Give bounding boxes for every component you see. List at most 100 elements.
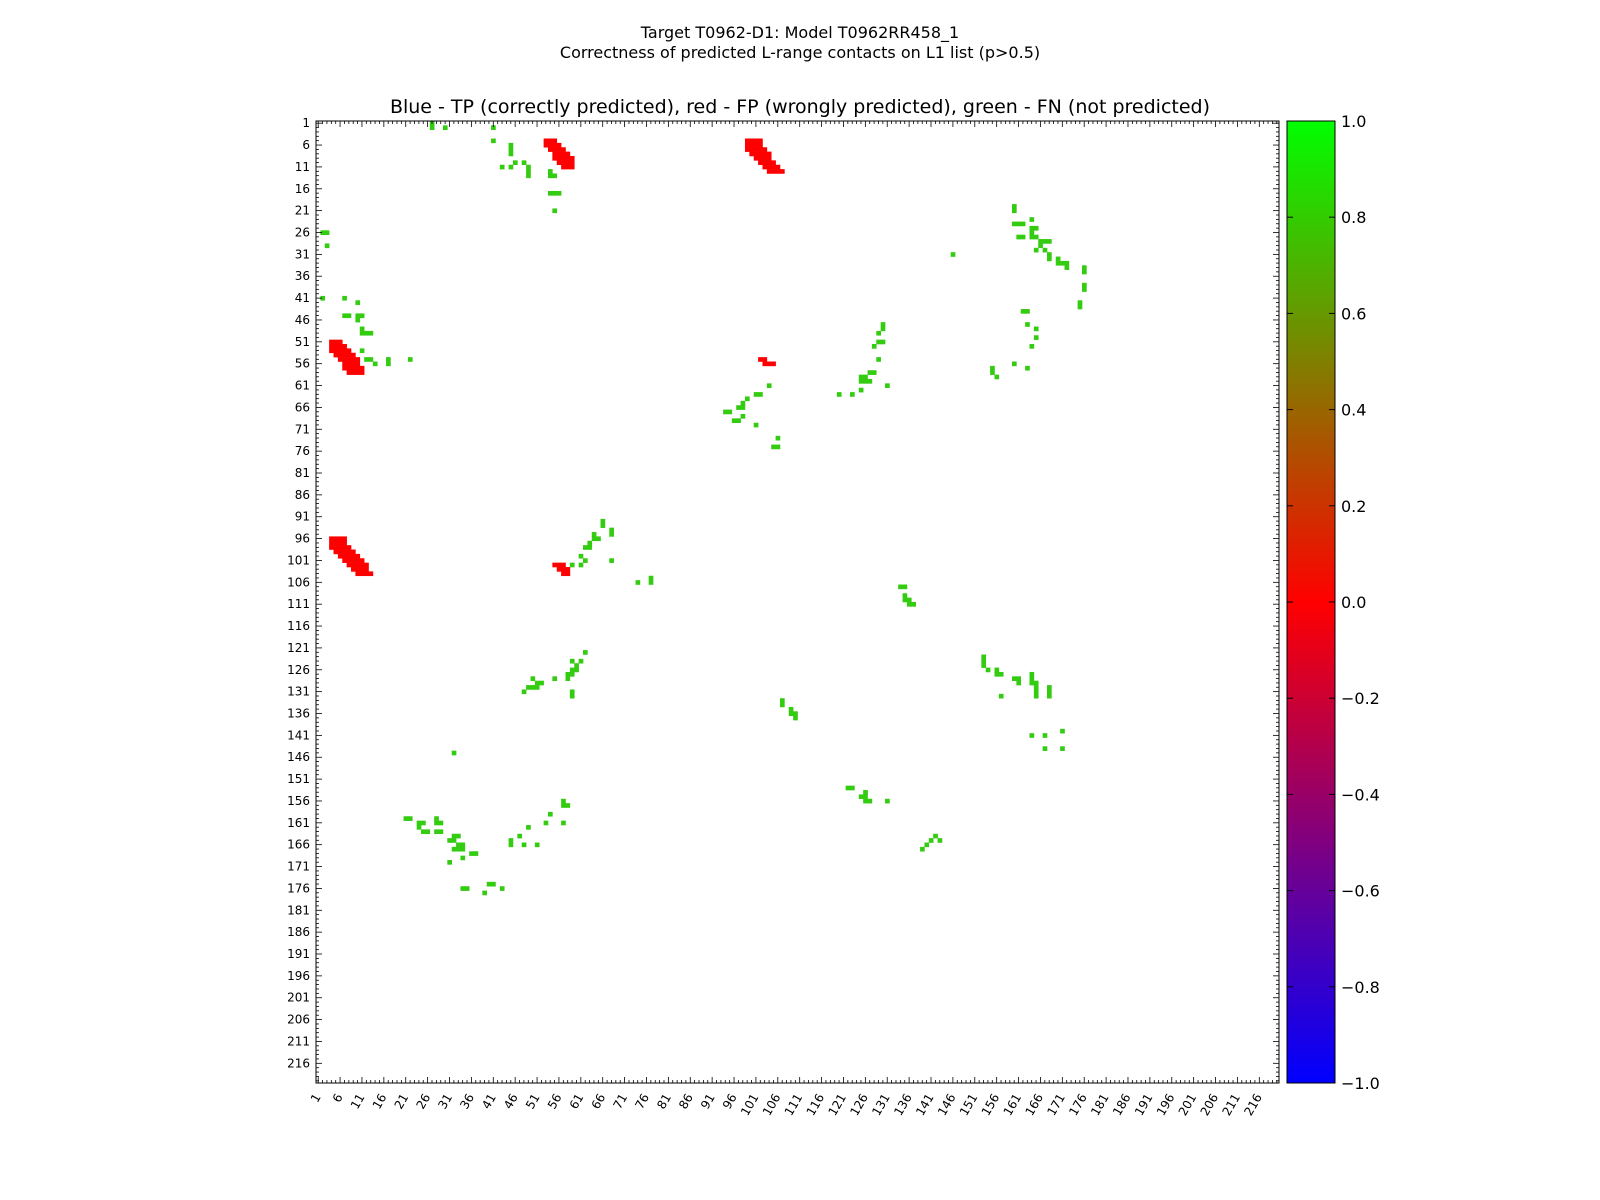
fn-contact-cell [871,344,877,349]
fp-contact-cell [758,160,776,166]
fn-contact-cell [1011,204,1017,209]
fn-contact-cell [924,842,930,848]
fn-contact-cell [548,169,553,174]
fn-contact-cell [928,838,934,843]
fn-contact-cell [1077,300,1083,305]
fn-contact-cell [556,190,562,196]
fn-contact-cell [994,671,1000,677]
fp-contact-cell [355,571,374,577]
fn-contact-cell [565,803,571,808]
x-tick-label: 26 [413,1091,433,1111]
fp-contact-cell [753,155,772,161]
fn-contact-cell [561,803,566,808]
fn-contact-cell [1029,230,1035,235]
fn-contact-cell [740,413,746,419]
fn-contact-cell [876,357,881,362]
fp-contact-cell [333,549,356,555]
x-tick-label: 81 [654,1091,674,1111]
fp-contact-cell [744,142,763,148]
fp-contact-cell [346,370,365,375]
x-tick-label: 96 [720,1091,740,1111]
fn-contact-cell [534,685,540,690]
fn-contact-cell [1025,309,1030,314]
fp-contact-cell [342,365,365,371]
fn-contact-cell [526,173,531,179]
fn-contact-cell [898,584,903,590]
fp-contact-cell [762,164,781,170]
fn-contact-cell [460,846,466,852]
fn-contact-cell [1060,260,1065,266]
fn-contact-cell [1029,234,1035,240]
fn-contact-cell [508,151,514,157]
fn-contact-cell [1033,335,1039,340]
y-tick-label: 91 [295,510,310,524]
x-tick-label: 201 [1176,1091,1200,1118]
fp-contact-cell [744,147,768,152]
fn-contact-cell [342,313,347,319]
fn-contact-cell [1055,260,1061,266]
figure-title-line1: Target T0962-D1: Model T0962RR458_1 [640,23,959,43]
fp-contact-cell [548,147,566,152]
fn-contact-cell [1064,265,1070,270]
fn-contact-cell [723,409,728,415]
y-tick-label: 51 [295,335,310,349]
fn-contact-cell [902,584,908,590]
fn-contact-cell [578,658,584,664]
fp-contact-cell [543,138,558,144]
fn-contact-cell [1082,265,1087,270]
fn-contact-cell [587,545,593,550]
colorbar-tick-label: 1.0 [1341,112,1366,131]
fn-contact-cell [876,330,881,336]
y-tick-label: 16 [295,182,310,196]
fn-contact-cell [902,593,908,598]
y-tick-label: 181 [287,903,310,917]
fn-contact-cell [1038,243,1043,249]
fn-contact-cell [858,378,864,384]
fp-contact-cell [556,567,571,572]
fn-contact-cell [1025,365,1030,371]
x-tick-label: 151 [957,1091,981,1118]
fn-contact-cell [359,348,365,354]
fn-contact-cell [587,540,593,546]
fn-contact-cell [880,339,886,345]
fn-contact-cell [1082,282,1087,288]
y-tick-label: 26 [295,226,310,240]
y-tick-label: 211 [287,1034,310,1048]
x-tick-label: 41 [479,1091,499,1111]
fp-contact-cell [329,348,352,354]
fp-contact-cell [766,169,785,174]
fn-contact-cell [521,689,527,695]
fn-contact-cell [758,392,763,397]
fn-contact-cell [548,173,553,179]
y-tick-label: 141 [287,728,310,742]
fn-contact-cell [451,846,457,852]
fn-contact-cell [324,230,330,235]
x-tick-label: 171 [1044,1091,1068,1118]
fn-contact-cell [591,536,597,542]
fn-contact-cell [1033,693,1039,699]
fn-contact-cell [906,597,912,603]
fn-contact-cell [1020,234,1026,240]
fn-contact-cell [508,164,514,170]
x-tick-label: 111 [782,1091,806,1118]
fn-contact-cell [368,330,374,336]
fn-contact-cell [1011,361,1017,367]
y-tick-label: 6 [302,138,310,152]
fn-contact-cell [1060,746,1065,751]
fn-contact-cell [1042,733,1048,738]
fn-contact-cell [473,851,479,856]
x-tick-label: 46 [501,1091,521,1111]
fn-contact-cell [521,160,527,166]
x-tick-label: 166 [1022,1091,1046,1118]
fn-contact-cell [911,602,916,607]
fn-contact-cell [451,833,457,839]
x-tick-label: 176 [1066,1091,1090,1118]
fn-contact-cell [456,846,461,852]
fn-contact-cell [1042,746,1048,751]
fp-contact-cell [329,545,352,550]
fp-contact-cell [543,142,562,148]
fp-contact-cell [552,562,566,568]
x-tick-label: 76 [632,1091,652,1111]
fn-contact-cell [1016,680,1022,686]
